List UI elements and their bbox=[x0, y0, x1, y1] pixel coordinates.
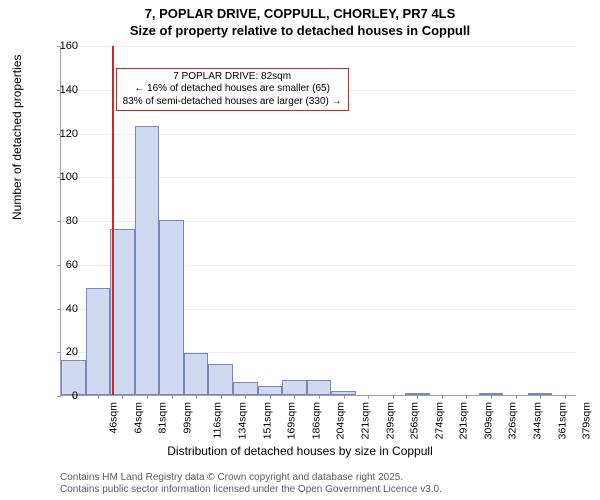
xtick-label: 379sqm bbox=[581, 402, 593, 439]
xtick-mark bbox=[196, 395, 197, 399]
xtick-label: 326sqm bbox=[507, 402, 519, 439]
bar bbox=[159, 220, 184, 395]
bar bbox=[258, 386, 283, 395]
ytick-label: 0 bbox=[48, 390, 78, 402]
xtick-mark bbox=[393, 395, 394, 399]
xtick-mark bbox=[245, 395, 246, 399]
x-axis-label: Distribution of detached houses by size … bbox=[0, 444, 600, 458]
bar bbox=[307, 380, 332, 395]
footer-line1: Contains HM Land Registry data © Crown c… bbox=[60, 472, 442, 484]
xtick-mark bbox=[442, 395, 443, 399]
xtick-label: 151sqm bbox=[261, 402, 273, 439]
bar bbox=[233, 382, 258, 395]
xtick-mark bbox=[98, 395, 99, 399]
bar bbox=[135, 126, 160, 395]
ytick-label: 120 bbox=[48, 128, 78, 140]
bar bbox=[208, 364, 233, 395]
bar bbox=[110, 229, 135, 395]
xtick-label: 204sqm bbox=[335, 402, 347, 439]
xtick-mark bbox=[270, 395, 271, 399]
xtick-mark bbox=[147, 395, 148, 399]
gridline bbox=[61, 46, 576, 47]
xtick-label: 256sqm bbox=[409, 402, 421, 439]
footer-attribution: Contains HM Land Registry data © Crown c… bbox=[60, 472, 442, 496]
y-axis-label: Number of detached properties bbox=[10, 55, 24, 220]
annotation-line: 7 POPLAR DRIVE: 82sqm bbox=[123, 71, 342, 84]
xtick-label: 344sqm bbox=[531, 402, 543, 439]
xtick-label: 116sqm bbox=[211, 402, 223, 439]
xtick-label: 64sqm bbox=[132, 402, 144, 434]
ytick-label: 160 bbox=[48, 40, 78, 52]
xtick-mark bbox=[294, 395, 295, 399]
ytick-label: 100 bbox=[48, 171, 78, 183]
xtick-mark bbox=[540, 395, 541, 399]
bar bbox=[86, 288, 111, 395]
annotation-line: ← 16% of detached houses are smaller (65… bbox=[123, 83, 342, 96]
xtick-mark bbox=[417, 395, 418, 399]
xtick-label: 221sqm bbox=[359, 402, 371, 439]
annotation-box: 7 POPLAR DRIVE: 82sqm← 16% of detached h… bbox=[116, 68, 349, 112]
ytick-label: 80 bbox=[48, 215, 78, 227]
xtick-label: 81sqm bbox=[157, 402, 169, 434]
reference-line bbox=[112, 46, 114, 395]
page-title-line2: Size of property relative to detached ho… bbox=[0, 23, 600, 40]
footer-line2: Contains public sector information licen… bbox=[60, 484, 442, 496]
plot-area: 7 POPLAR DRIVE: 82sqm← 16% of detached h… bbox=[60, 46, 576, 396]
xtick-mark bbox=[344, 395, 345, 399]
xtick-label: 309sqm bbox=[482, 402, 494, 439]
xtick-label: 186sqm bbox=[310, 402, 322, 439]
xtick-mark bbox=[122, 395, 123, 399]
xtick-mark bbox=[565, 395, 566, 399]
xtick-label: 99sqm bbox=[182, 402, 194, 434]
xtick-label: 169sqm bbox=[286, 402, 298, 439]
ytick-label: 20 bbox=[48, 346, 78, 358]
xtick-mark bbox=[172, 395, 173, 399]
xtick-label: 239sqm bbox=[384, 402, 396, 439]
annotation-line: 83% of semi-detached houses are larger (… bbox=[123, 96, 342, 109]
bar bbox=[282, 380, 307, 395]
xtick-mark bbox=[221, 395, 222, 399]
xtick-mark bbox=[516, 395, 517, 399]
ytick-label: 40 bbox=[48, 303, 78, 315]
chart: 7 POPLAR DRIVE: 82sqm← 16% of detached h… bbox=[60, 46, 576, 396]
ytick-label: 140 bbox=[48, 84, 78, 96]
xtick-mark bbox=[368, 395, 369, 399]
bar bbox=[184, 353, 209, 395]
xtick-label: 46sqm bbox=[108, 402, 120, 434]
page-title-line1: 7, POPLAR DRIVE, COPPULL, CHORLEY, PR7 4… bbox=[0, 6, 600, 23]
xtick-mark bbox=[466, 395, 467, 399]
ytick-label: 60 bbox=[48, 259, 78, 271]
xtick-label: 134sqm bbox=[237, 402, 249, 439]
xtick-mark bbox=[491, 395, 492, 399]
xtick-label: 291sqm bbox=[458, 402, 470, 439]
xtick-mark bbox=[319, 395, 320, 399]
xtick-label: 361sqm bbox=[556, 402, 568, 439]
xtick-label: 274sqm bbox=[433, 402, 445, 439]
